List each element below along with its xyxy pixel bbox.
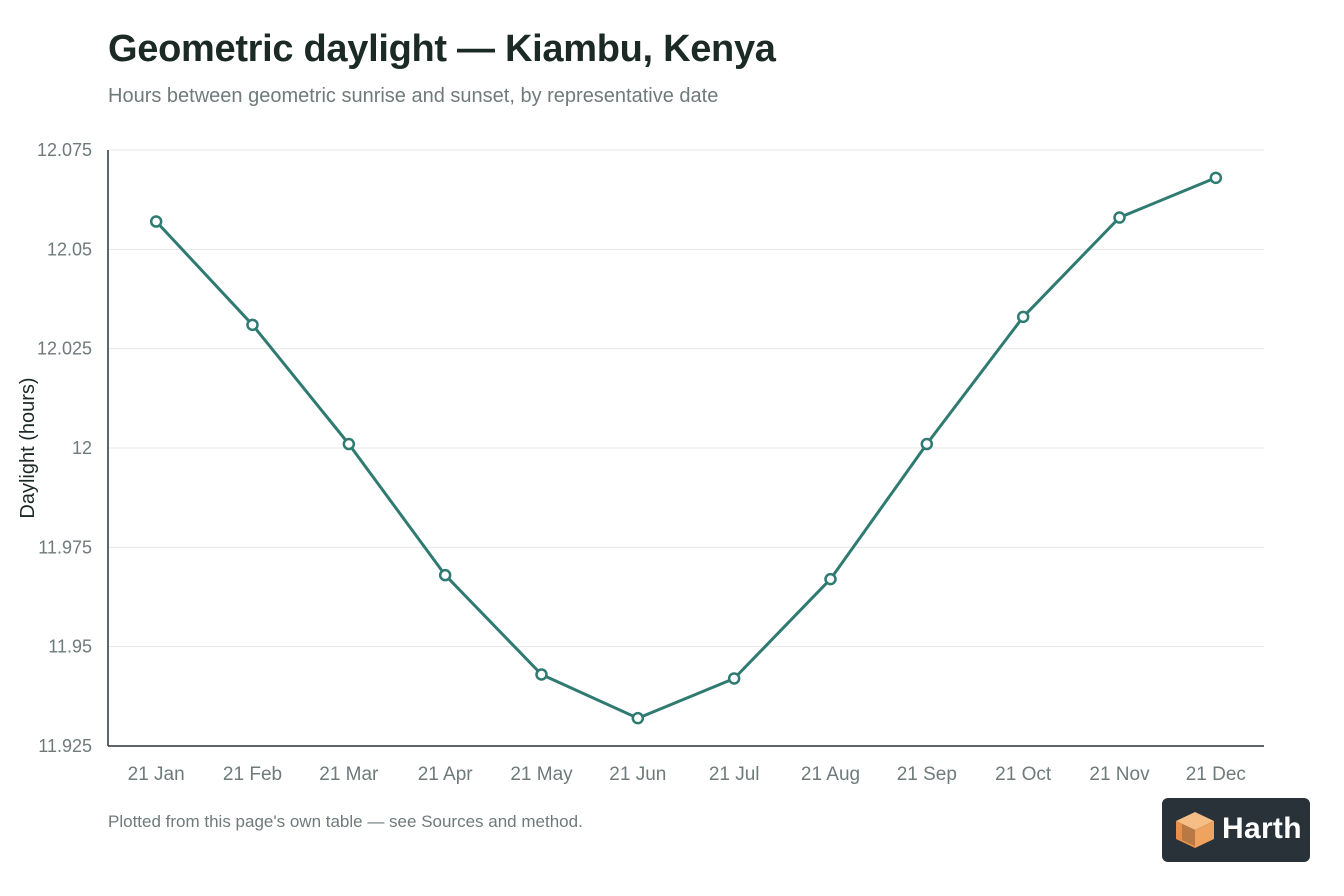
data-point <box>1016 310 1030 324</box>
x-tick-label: 21 May <box>510 764 573 785</box>
y-tick-label: 12.05 <box>47 239 92 259</box>
x-tick-label: 21 Apr <box>418 764 474 785</box>
data-point <box>920 437 934 451</box>
data-point <box>535 668 548 681</box>
brand-name: Harth <box>1222 812 1302 845</box>
data-point <box>1113 211 1126 224</box>
chart-title: Geometric daylight — Kiambu, Kenya <box>108 28 776 70</box>
y-tick-label: 12.025 <box>37 339 92 359</box>
x-tick-label: 21 Oct <box>995 764 1052 785</box>
chart-subtitle: Hours between geometric sunrise and suns… <box>108 85 719 107</box>
data-point <box>727 672 741 685</box>
x-tick-label: 21 Jun <box>609 764 666 785</box>
y-tick-label: 12 <box>72 438 92 458</box>
data-point <box>824 572 837 586</box>
y-tick-label: 12.075 <box>37 140 92 160</box>
orange-box-logo-icon <box>1176 812 1214 848</box>
series-line <box>154 176 1218 720</box>
brand-badge[interactable]: Harth <box>1162 798 1310 862</box>
x-tick-label: 21 Nov <box>1089 764 1150 785</box>
y-tick-label: 11.95 <box>48 637 92 657</box>
source-note: Plotted from this page's own table — see… <box>108 812 583 831</box>
data-point <box>631 711 645 725</box>
x-tick-label: 21 Jan <box>128 764 185 785</box>
y-tick-label: 11.975 <box>38 537 92 557</box>
data-point <box>149 215 163 228</box>
x-tick-label: 21 Aug <box>801 764 860 785</box>
y-axis-label: Daylight (hours) <box>17 377 39 518</box>
data-point <box>1209 171 1223 185</box>
x-tick-label: 21 Jul <box>709 764 760 785</box>
x-tick-label: 21 Dec <box>1186 764 1246 785</box>
data-point <box>342 437 356 451</box>
x-tick-label: 21 Mar <box>319 764 379 785</box>
y-tick-label: 11.925 <box>38 736 92 756</box>
data-point <box>246 318 259 332</box>
x-tick-label: 21 Feb <box>223 764 282 785</box>
data-point <box>438 568 452 582</box>
x-tick-label: 21 Sep <box>897 764 957 785</box>
